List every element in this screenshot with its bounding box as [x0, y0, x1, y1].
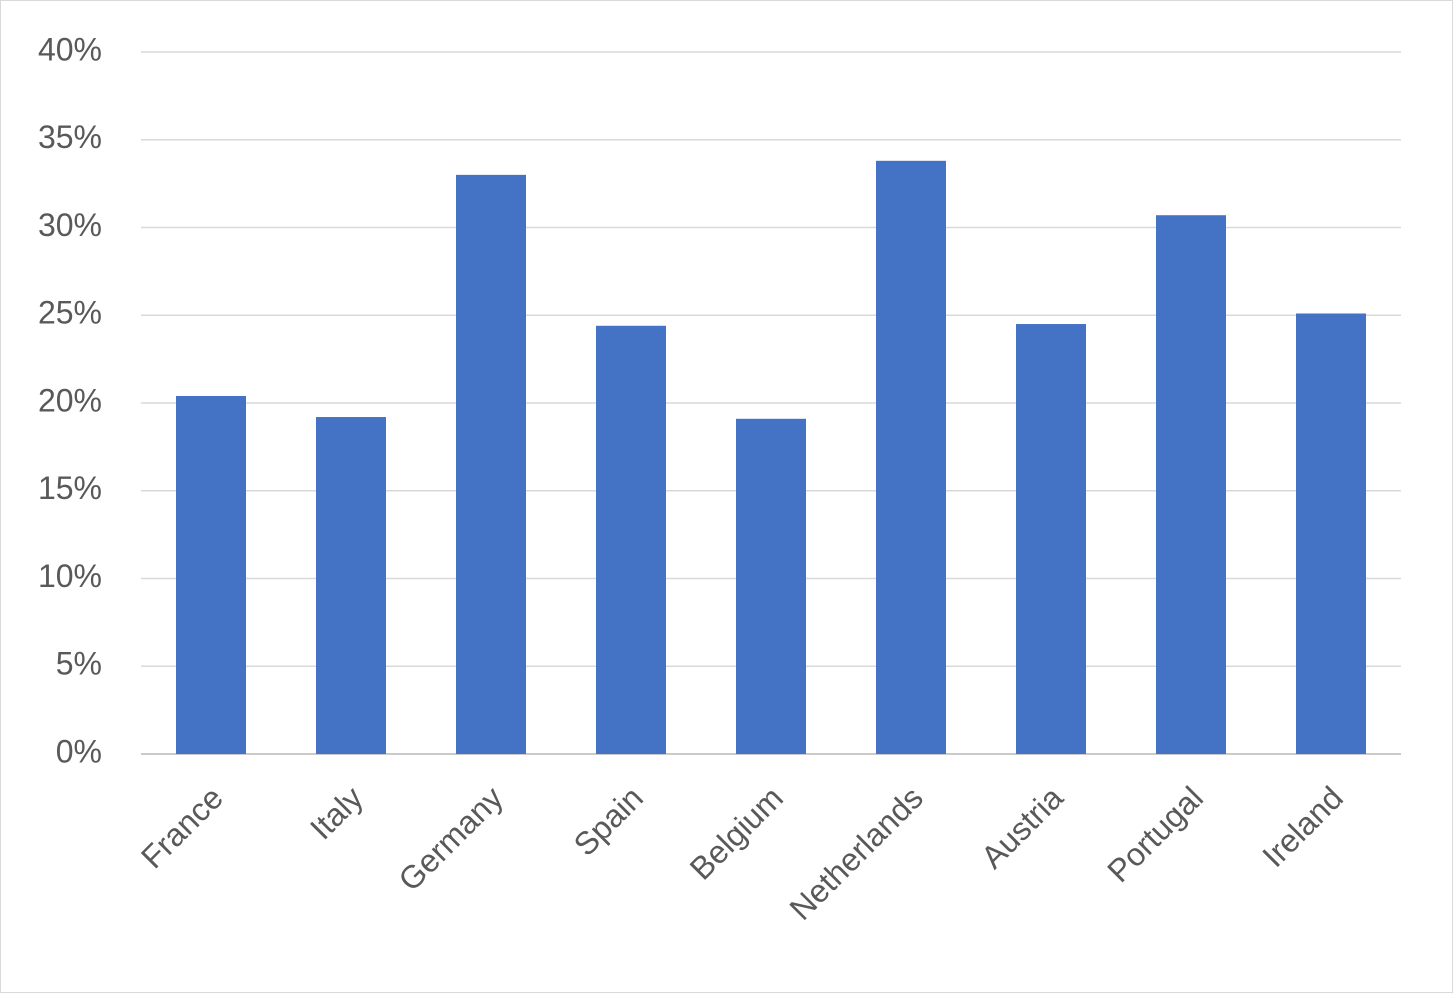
y-tick-label: 40%	[38, 31, 102, 67]
bar	[176, 395, 246, 754]
bar	[876, 160, 946, 754]
y-tick-label: 0%	[56, 733, 102, 769]
bar	[736, 418, 806, 754]
bar	[456, 174, 526, 755]
y-tick-label: 15%	[38, 470, 102, 506]
y-tick-label: 35%	[38, 119, 102, 155]
y-tick-label: 10%	[38, 558, 102, 594]
bar	[1296, 313, 1366, 754]
y-tick-label: 5%	[56, 646, 102, 682]
y-tick-label: 25%	[38, 295, 102, 331]
bar	[1016, 324, 1086, 754]
y-tick-label: 30%	[38, 207, 102, 243]
bar	[596, 325, 666, 754]
bar	[316, 417, 386, 754]
bar	[1156, 215, 1226, 755]
y-tick-label: 20%	[38, 382, 102, 418]
